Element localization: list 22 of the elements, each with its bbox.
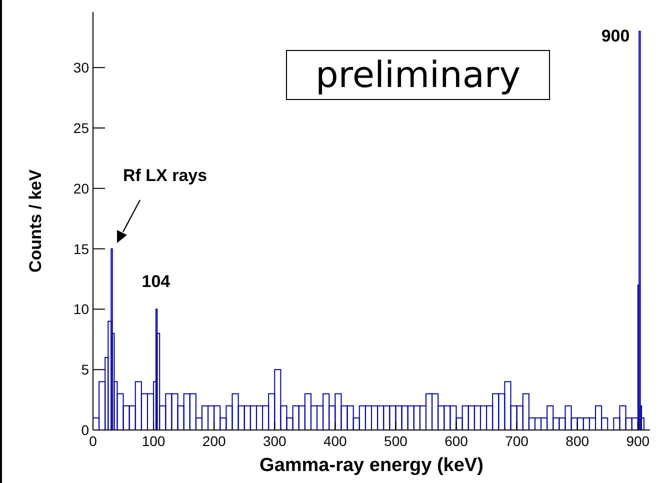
annotation: Rf LX rays [123, 166, 208, 185]
y-axis-title: Counts / keV [26, 170, 46, 272]
y-tick-label: 25 [73, 120, 90, 136]
y-tick-label: 10 [73, 301, 90, 318]
y-tick-label: 5 [81, 362, 90, 378]
x-tick-label: 900 [626, 432, 650, 449]
y-tick-label: 0 [81, 422, 90, 438]
x-axis-title: Gamma-ray energy (keV) [258, 455, 484, 477]
x-tick-label: 200 [202, 432, 226, 449]
y-tick-label: 15 [73, 240, 90, 257]
y-tick-label: 30 [73, 60, 90, 76]
x-tick-label: 500 [384, 432, 408, 449]
x-tick-label: 300 [262, 432, 287, 449]
x-tick-label: 800 [566, 432, 590, 449]
annotation: 900 [601, 26, 630, 46]
x-tick-label: 100 [142, 432, 166, 449]
annotation: 104 [142, 272, 171, 292]
y-tick-label: 20 [73, 180, 90, 196]
x-tick-label: 700 [505, 432, 529, 449]
x-tick-label: 400 [323, 432, 348, 449]
annotation: preliminary [286, 50, 550, 100]
x-tick-label: 600 [444, 432, 468, 449]
